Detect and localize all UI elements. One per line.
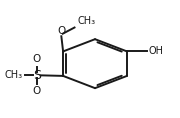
Text: OH: OH	[148, 46, 163, 56]
Text: S: S	[33, 69, 41, 82]
Text: CH₃: CH₃	[5, 70, 23, 80]
Text: O: O	[33, 55, 41, 64]
Text: CH₃: CH₃	[77, 16, 95, 26]
Text: O: O	[33, 86, 41, 96]
Text: O: O	[57, 26, 66, 36]
